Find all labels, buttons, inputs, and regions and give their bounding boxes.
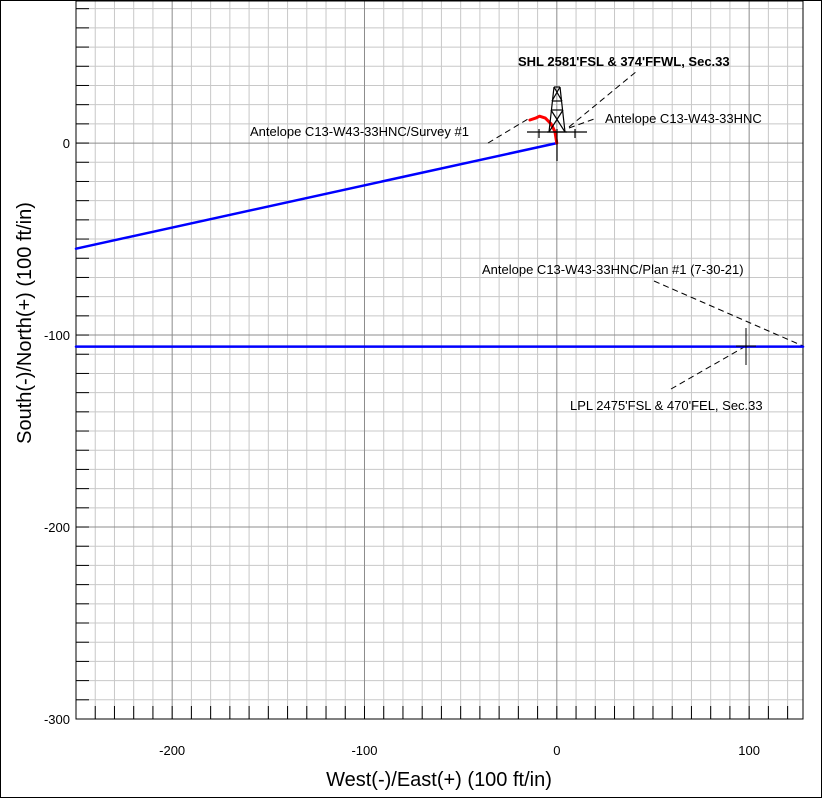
grid-major bbox=[76, 1, 803, 720]
x-tick-label: -100 bbox=[351, 743, 377, 758]
y-tick-label: -200 bbox=[44, 520, 70, 535]
x-tick-label: 0 bbox=[553, 743, 560, 758]
series-layer bbox=[74, 114, 805, 348]
grid-minor bbox=[76, 1, 803, 719]
y-tick-label: -300 bbox=[44, 712, 70, 727]
rig-icon bbox=[527, 86, 587, 161]
leader-shl bbox=[568, 70, 638, 128]
annotation-plan: Antelope C13-W43-33HNC/Plan #1 (7-30-21) bbox=[482, 262, 744, 277]
plot-border bbox=[75, 1, 804, 720]
y-tick-label: 0 bbox=[63, 136, 70, 151]
series-line-2 bbox=[528, 114, 559, 145]
lpl-marker bbox=[736, 328, 756, 365]
annotation-lpl: LPL 2475'FSL & 470'FEL, Sec.33 bbox=[570, 398, 763, 413]
x-tick-label: 100 bbox=[738, 743, 760, 758]
x-axis-title: West(-)/East(+) (100 ft/in) bbox=[326, 769, 552, 791]
leader-survey bbox=[487, 118, 529, 144]
annotation-wellhead: Antelope C13-W43-33HNC bbox=[605, 111, 762, 126]
x-tick-label: -200 bbox=[159, 743, 185, 758]
leader-lines bbox=[487, 70, 804, 390]
leader-wellhead bbox=[568, 117, 598, 129]
axis-ticks bbox=[76, 8, 789, 720]
annotation-survey: Antelope C13-W43-33HNC/Survey #1 bbox=[250, 124, 469, 139]
series-line-0 bbox=[74, 141, 559, 250]
y-tick-label: -100 bbox=[44, 328, 70, 343]
annotation-shl: SHL 2581'FSL & 374'FFWL, Sec.33 bbox=[518, 54, 730, 69]
leader-lpl bbox=[670, 345, 747, 390]
leader-plan bbox=[653, 280, 804, 347]
y-axis-title: South(-)/North(+) (100 ft/in) bbox=[14, 202, 36, 444]
tick-labels: -200 -100 0 100 0 -100 -200 -300 bbox=[44, 136, 760, 758]
